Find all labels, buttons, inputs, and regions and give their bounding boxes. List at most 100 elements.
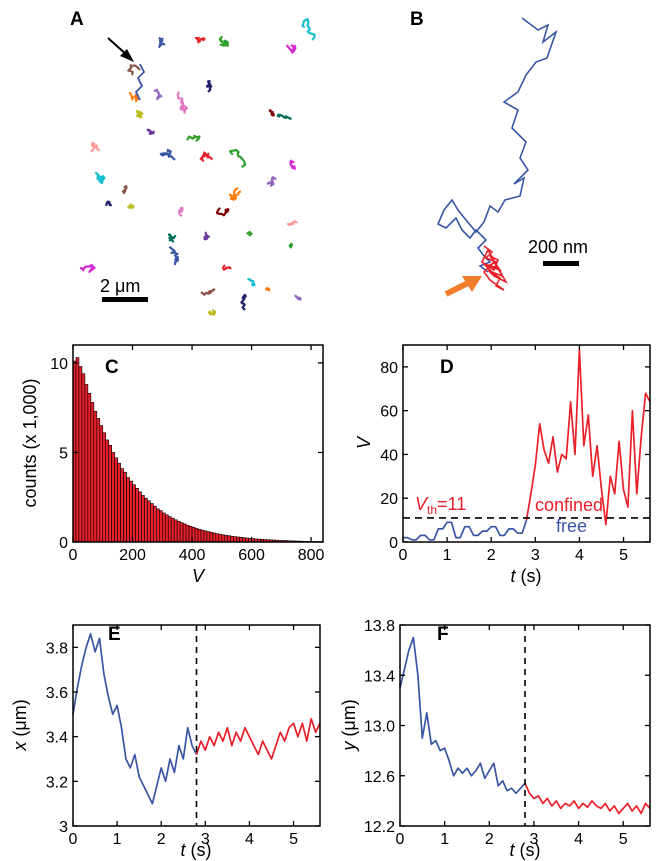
y-tick-label: 10	[50, 356, 68, 373]
panel-d-y-axis-label: V	[354, 435, 374, 449]
histogram-bar	[141, 495, 145, 543]
trajectory	[176, 91, 189, 114]
histogram-bar	[221, 534, 226, 543]
histogram-bar	[150, 503, 154, 543]
histogram-bar	[170, 517, 175, 543]
panel-c-x-axis-label: V	[192, 566, 206, 586]
trajectory	[247, 278, 256, 287]
panel-label-c: C	[105, 357, 119, 378]
panel-a-trajectories	[79, 18, 316, 316]
histogram-bar	[173, 519, 178, 543]
histogram-bar	[111, 452, 115, 543]
histogram-bar	[215, 533, 220, 543]
histogram-bar	[120, 468, 124, 543]
x-tick-label: 2	[487, 547, 496, 564]
panel-e-ticks: 0 1 2 3 4 5 3 3.2 3.4 3.6 3.8	[46, 625, 320, 848]
trajectory	[288, 242, 294, 249]
panel-d-line-chart: 0 1 2 3 4 5 0 20 40 60 80 Vth=11 confined free t (…	[354, 344, 651, 586]
x-tick-label: 0	[396, 831, 405, 848]
trajectory	[79, 263, 96, 273]
y-tick-label: 3.8	[46, 640, 68, 657]
histogram-bar	[84, 384, 89, 543]
histogram-bar	[194, 528, 199, 543]
x-tick-label: 5	[619, 547, 628, 564]
x-tick-label: 5	[619, 831, 628, 848]
y-tick-label: 13.8	[364, 618, 395, 635]
histogram-bar	[185, 524, 190, 543]
threshold-subscript: th	[427, 503, 437, 517]
trajectory	[268, 109, 275, 117]
trajectory	[199, 151, 214, 162]
histogram-bar	[224, 535, 229, 543]
x-tick-label: 600	[238, 547, 265, 564]
trajectory	[153, 88, 163, 101]
trajectory	[294, 294, 302, 301]
y-tick-label: 3	[59, 819, 68, 836]
histogram-bar	[126, 477, 130, 543]
trajectory	[222, 264, 232, 271]
trajectory	[126, 203, 135, 209]
panel-c-y-axis-label: counts (x 1,000)	[20, 378, 40, 507]
panel-b-single-trajectory: 200 nm	[436, 17, 588, 297]
panel-c-frame	[72, 344, 324, 543]
panel-label-e: E	[108, 624, 121, 645]
trajectory	[229, 149, 247, 168]
histogram-bar	[236, 536, 240, 543]
histogram-bar	[212, 532, 217, 543]
trajectory	[301, 18, 316, 41]
y-tick-label: 0	[389, 535, 398, 552]
trajectory	[276, 113, 292, 120]
histogram-bar	[209, 532, 214, 543]
histogram-bar	[161, 512, 166, 543]
threshold-symbol: V	[415, 494, 429, 514]
x-tick-label: 2	[485, 831, 494, 848]
panel-e-y-axis-label: x (μm)	[10, 699, 30, 751]
y-tick-label: 12.2	[364, 819, 395, 836]
series-line	[399, 636, 526, 795]
histogram-bar	[117, 462, 121, 543]
trajectory	[159, 148, 176, 161]
y-tick-label: 80	[380, 360, 398, 377]
histogram-bar	[129, 480, 133, 543]
x-tick-label: 1	[443, 547, 452, 564]
histogram-bar	[90, 402, 95, 543]
panel-a-trajectory-map: 2 μm	[79, 18, 316, 316]
threshold-value: =11	[437, 494, 466, 514]
trajectory	[229, 187, 242, 201]
histogram-bar	[156, 508, 160, 543]
histogram-bar	[108, 444, 112, 543]
histogram-bar	[153, 505, 157, 543]
trajectory	[264, 286, 271, 292]
trajectory	[186, 134, 201, 143]
series-line	[524, 782, 651, 815]
panel-e-line-chart: 0 1 2 3 4 5 3 3.2 3.4 3.6 3.8 t (s) x (μm)	[10, 624, 321, 860]
series-line	[525, 348, 651, 526]
histogram-bar	[147, 500, 151, 543]
x-tick-label: 3	[529, 831, 538, 848]
trajectory	[178, 206, 184, 218]
x-tick-label: 0	[69, 831, 78, 848]
trajectory	[218, 35, 229, 48]
trajectory	[205, 80, 213, 93]
panel-label-d: D	[440, 357, 454, 378]
trajectory	[90, 141, 101, 153]
y-tick-label: 3.2	[46, 774, 68, 791]
x-tick-label: 0	[69, 547, 78, 564]
trajectory	[94, 171, 106, 185]
trajectory	[128, 91, 140, 103]
trajectory	[285, 44, 297, 54]
y-tick-label: 40	[380, 447, 398, 464]
histogram-bar	[206, 531, 211, 543]
trajectory	[203, 231, 210, 241]
y-tick-label: 3.4	[46, 730, 68, 747]
histogram-bar	[105, 439, 110, 543]
x-tick-label: 3	[201, 831, 210, 848]
trajectory	[215, 207, 230, 217]
y-tick-label: 20	[380, 491, 398, 508]
histogram-bar	[200, 529, 205, 543]
histogram-bar	[159, 510, 163, 543]
panel-f-series	[399, 636, 651, 815]
panel-c-ticks: 0 200 400 600 800 0 5 10	[50, 345, 325, 564]
histogram-bar	[182, 523, 187, 543]
x-tick-label: 0	[399, 547, 408, 564]
